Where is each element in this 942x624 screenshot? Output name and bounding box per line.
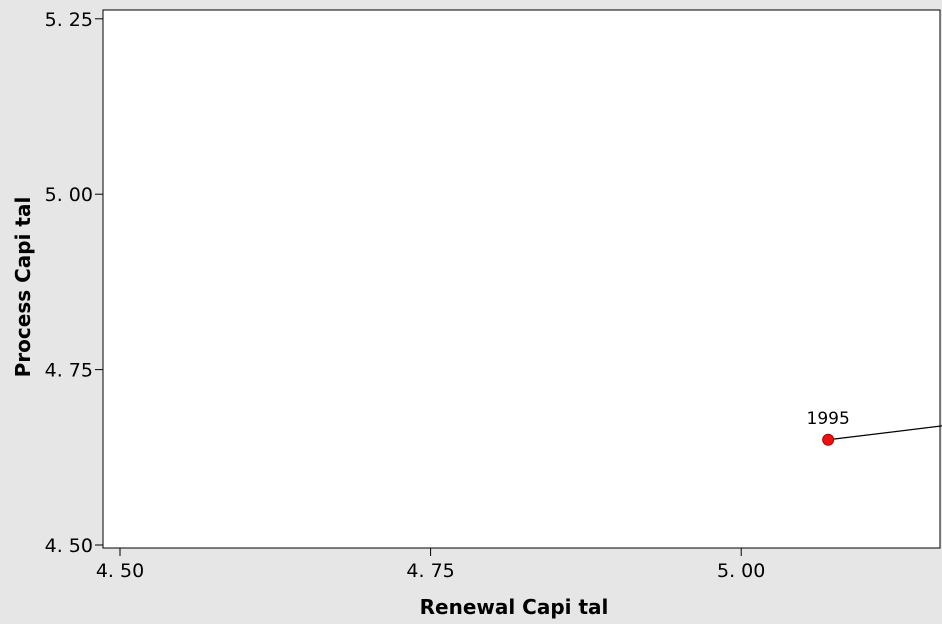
- point-label: 1995: [807, 409, 850, 429]
- y-axis-title: Process Capi tal: [11, 197, 35, 378]
- data-points: [822, 433, 835, 446]
- axes: 4. 504. 755. 005. 255. 505. 754. 504. 75…: [45, 9, 766, 582]
- x-tick-label: 4. 75: [406, 560, 454, 582]
- y-tick-label: 5. 25: [45, 9, 93, 31]
- x-tick-label: 4. 50: [96, 560, 144, 582]
- x-tick-label: 5. 00: [717, 560, 765, 582]
- y-tick-label: 4. 50: [45, 535, 93, 557]
- plot-area: [102, 9, 941, 549]
- x-axis-title: Renewal Capi tal: [420, 595, 609, 619]
- y-tick-label: 4. 75: [45, 360, 93, 382]
- data-point: [822, 433, 835, 446]
- y-tick-label: 5. 00: [45, 184, 93, 206]
- point-labels: 1995199619971998199920002001200220032004…: [807, 409, 850, 429]
